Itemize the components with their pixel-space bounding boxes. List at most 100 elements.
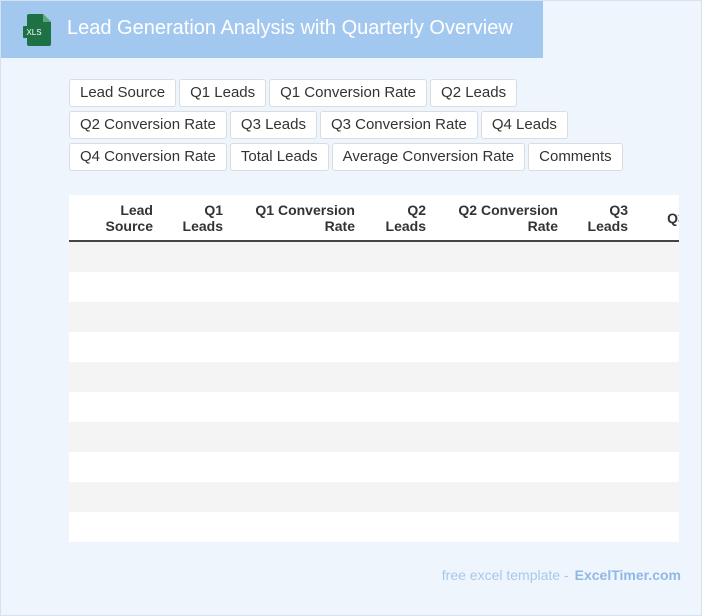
footer-brand[interactable]: ExcelTimer.com bbox=[574, 567, 681, 583]
table-cell bbox=[636, 272, 679, 302]
table-row bbox=[69, 241, 679, 272]
table-cell bbox=[231, 452, 363, 482]
table-cell bbox=[69, 452, 161, 482]
column-header: Q2 Conversion Rate bbox=[434, 195, 566, 242]
table-cell bbox=[636, 241, 679, 272]
column-tag: Q1 Conversion Rate bbox=[269, 79, 428, 107]
table-cell bbox=[434, 241, 566, 272]
table-cell bbox=[636, 332, 679, 362]
table-cell bbox=[363, 362, 434, 392]
table-cell bbox=[636, 512, 679, 542]
table-row bbox=[69, 392, 679, 422]
table-row bbox=[69, 422, 679, 452]
table-cell bbox=[161, 452, 231, 482]
table-cell bbox=[363, 452, 434, 482]
table-cell bbox=[363, 392, 434, 422]
table-cell bbox=[636, 422, 679, 452]
table-cell bbox=[636, 302, 679, 332]
table-cell bbox=[69, 422, 161, 452]
page-title: Lead Generation Analysis with Quarterly … bbox=[67, 17, 513, 39]
table-cell bbox=[566, 392, 636, 422]
table-cell bbox=[161, 362, 231, 392]
table-row bbox=[69, 452, 679, 482]
table-cell bbox=[363, 272, 434, 302]
data-table: Lead Source Q1 Leads Q1 Conversion Rate Q2 … bbox=[69, 195, 679, 542]
table-cell bbox=[434, 512, 566, 542]
table-cell bbox=[434, 332, 566, 362]
table-cell bbox=[566, 422, 636, 452]
column-header: Lead Source bbox=[69, 195, 161, 242]
table-cell bbox=[231, 362, 363, 392]
column-tag: Average Conversion Rate bbox=[331, 143, 526, 171]
table-cell bbox=[161, 482, 231, 512]
table-row bbox=[69, 482, 679, 512]
table-container: Lead Source Q1 Leads Q1 Conversion Rate Q2 … bbox=[69, 195, 679, 542]
table-cell bbox=[566, 302, 636, 332]
table-cell bbox=[69, 512, 161, 542]
table-cell bbox=[363, 512, 434, 542]
table-cell bbox=[161, 512, 231, 542]
column-tag: Q4 Leads bbox=[480, 111, 568, 139]
table-cell bbox=[231, 482, 363, 512]
table-cell bbox=[161, 302, 231, 332]
column-tag: Comments bbox=[528, 143, 623, 171]
table-cell bbox=[434, 482, 566, 512]
table-row bbox=[69, 302, 679, 332]
table-cell bbox=[434, 422, 566, 452]
table-cell bbox=[231, 332, 363, 362]
table-cell bbox=[566, 272, 636, 302]
file-icon: XLS bbox=[23, 14, 51, 46]
footer-text: free excel template - bbox=[441, 567, 569, 583]
table-cell bbox=[69, 392, 161, 422]
table-cell bbox=[161, 422, 231, 452]
column-tag: Q2 Conversion Rate bbox=[69, 111, 227, 139]
column-header: Q1 Conversion Rate bbox=[231, 195, 363, 242]
column-tag: Total Leads bbox=[229, 143, 329, 171]
table-body bbox=[69, 241, 679, 542]
table-cell bbox=[231, 272, 363, 302]
table-cell bbox=[434, 362, 566, 392]
table-row bbox=[69, 272, 679, 302]
column-tag: Q1 Leads bbox=[179, 79, 267, 107]
table-cell bbox=[69, 302, 161, 332]
column-tag: Q3 Leads bbox=[229, 111, 317, 139]
table-cell bbox=[636, 452, 679, 482]
table-header: Lead Source Q1 Leads Q1 Conversion Rate Q2 … bbox=[69, 195, 679, 242]
table-cell bbox=[566, 362, 636, 392]
table-cell bbox=[363, 241, 434, 272]
table-cell bbox=[434, 452, 566, 482]
column-header: Q2 Leads bbox=[363, 195, 434, 242]
table-cell bbox=[231, 392, 363, 422]
column-header: Q1 Leads bbox=[161, 195, 231, 242]
column-tag: Q2 Leads bbox=[430, 79, 518, 107]
table-cell bbox=[566, 512, 636, 542]
table-cell bbox=[434, 302, 566, 332]
table-row bbox=[69, 362, 679, 392]
table-cell bbox=[231, 512, 363, 542]
column-tag: Q4 Conversion Rate bbox=[69, 143, 227, 171]
column-tags: Lead Source Q1 Leads Q1 Conversion Rate Q2 … bbox=[69, 79, 669, 171]
table-cell bbox=[161, 241, 231, 272]
table-cell bbox=[69, 272, 161, 302]
table-cell bbox=[69, 332, 161, 362]
table-cell bbox=[566, 332, 636, 362]
table-cell bbox=[363, 302, 434, 332]
table-cell bbox=[69, 362, 161, 392]
table-cell bbox=[636, 362, 679, 392]
table-cell bbox=[434, 392, 566, 422]
icon-label: XLS bbox=[26, 28, 41, 37]
table-cell bbox=[231, 241, 363, 272]
header-banner: XLS Lead Generation Analysis with Quarte… bbox=[1, 1, 543, 58]
column-header: Q3 Leads bbox=[566, 195, 636, 242]
column-tag: Lead Source bbox=[69, 79, 177, 107]
table-cell bbox=[363, 422, 434, 452]
table-cell bbox=[161, 392, 231, 422]
table-cell bbox=[231, 302, 363, 332]
table-cell bbox=[434, 272, 566, 302]
table-cell bbox=[566, 452, 636, 482]
table-cell bbox=[69, 241, 161, 272]
table-cell bbox=[566, 482, 636, 512]
footer: free excel template - ExcelTimer.com bbox=[442, 567, 681, 583]
table-cell bbox=[231, 422, 363, 452]
